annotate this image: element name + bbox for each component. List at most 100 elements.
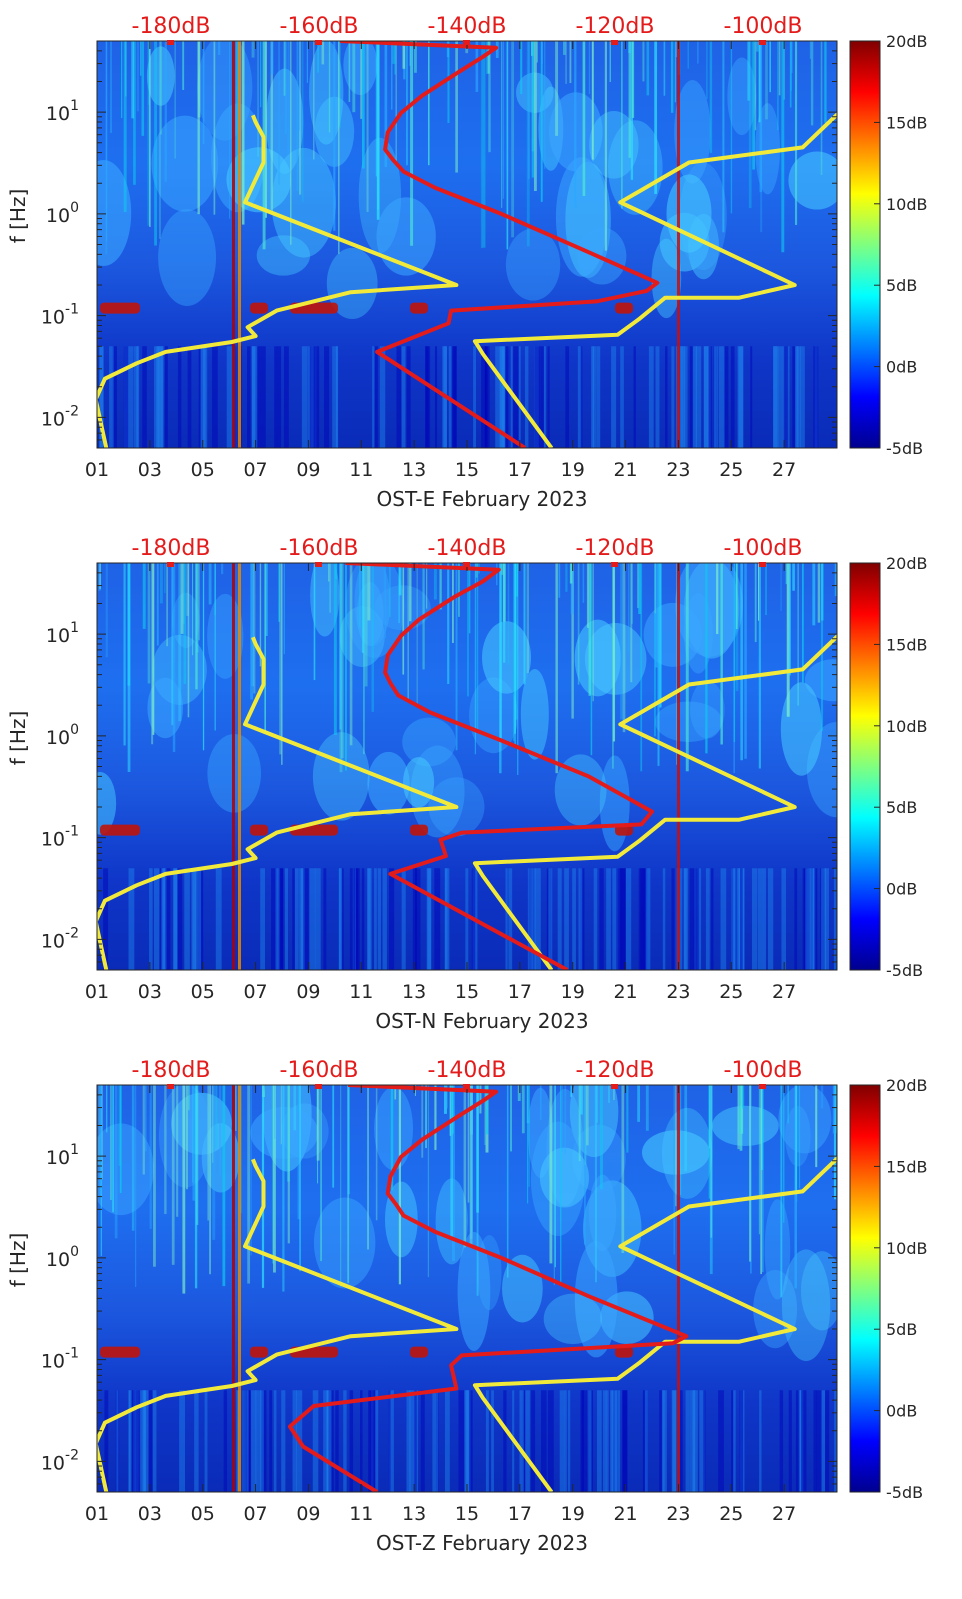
- heatmap-image: [97, 563, 837, 970]
- heatmap-streak: [209, 1085, 211, 1275]
- heatmap-streak: [278, 563, 281, 622]
- heatmap-streak: [382, 868, 387, 970]
- heatmap-streak: [151, 563, 154, 745]
- heatmap-streak: [283, 41, 286, 96]
- heatmap-streak: [813, 346, 819, 448]
- heatmap-streak: [662, 868, 666, 970]
- heatmap-streak: [406, 346, 411, 448]
- heatmap-streak: [590, 563, 593, 756]
- heatmap-streak: [183, 563, 187, 685]
- heatmap-streak: [455, 563, 458, 751]
- heatmap-streak: [446, 1085, 449, 1109]
- heatmap-streak: [737, 1085, 741, 1134]
- series-line-1: [97, 1158, 459, 1492]
- heatmap-streak: [608, 1085, 610, 1103]
- heatmap-streak: [299, 1085, 301, 1272]
- heatmap-transient-line: [677, 41, 680, 448]
- x-tick-label: 07: [243, 459, 267, 481]
- heatmap-streak: [622, 563, 626, 733]
- heatmap-streak: [648, 346, 654, 448]
- heatmap-streak: [112, 1085, 114, 1213]
- heatmap-streak: [406, 41, 408, 166]
- heatmap-streak: [479, 1085, 482, 1114]
- heatmap-streak: [98, 563, 101, 591]
- heatmap-streak: [144, 1085, 147, 1152]
- heatmap-streak: [262, 1085, 265, 1098]
- heatmap-streak: [781, 346, 786, 448]
- heatmap-streak: [153, 346, 160, 448]
- heatmap-streak: [412, 868, 418, 970]
- heatmap-streak: [384, 41, 388, 168]
- y-tick-label: 10-2: [41, 1447, 79, 1474]
- heatmap-streak: [621, 868, 626, 970]
- heatmap-streak: [582, 563, 585, 603]
- heatmap-streak: [349, 1390, 354, 1492]
- heatmap-streak: [218, 41, 221, 56]
- heatmap-streak: [178, 563, 182, 722]
- heatmap-streak: [788, 1390, 792, 1492]
- heatmap-streak: [247, 1085, 251, 1284]
- heatmap-blob: [753, 1269, 798, 1349]
- heatmap-streak: [612, 563, 616, 742]
- heatmap-streak: [754, 563, 757, 643]
- colorbar-label: -5dB: [886, 1483, 923, 1502]
- heatmap-streak: [586, 1085, 589, 1146]
- heatmap-streak: [514, 563, 516, 734]
- panel-1: 01 03 05 07 09 11 13 15 17 19 21 23 25 27 10-2 10-1 100 1…: [6, 14, 928, 511]
- heatmap-streak: [706, 41, 708, 99]
- heatmap-streak: [250, 1085, 252, 1256]
- heatmap-streak: [528, 1085, 530, 1187]
- heatmap-streak: [609, 41, 611, 83]
- heatmap-streak: [338, 41, 340, 254]
- heatmap-hotspot: [410, 824, 428, 836]
- heatmap-streak: [194, 1390, 199, 1492]
- heatmap-streak: [354, 868, 359, 970]
- heatmap-streak: [272, 1085, 275, 1264]
- heatmap-streak: [259, 563, 262, 667]
- heatmap-streak: [737, 346, 744, 448]
- heatmap-streak: [812, 563, 816, 626]
- heatmap-streak: [320, 1085, 322, 1262]
- heatmap-streak: [230, 346, 234, 448]
- heatmap-streak: [173, 868, 178, 970]
- heatmap-streak: [679, 1390, 683, 1492]
- heatmap-streak: [834, 563, 837, 597]
- heatmap-streak: [251, 346, 258, 448]
- heatmap-streak: [621, 1085, 625, 1253]
- heatmap-streak: [502, 41, 505, 199]
- heatmap-streak: [159, 563, 163, 604]
- heatmap-streak: [709, 1085, 713, 1275]
- heatmap-streak: [630, 563, 633, 683]
- heatmap-streak: [186, 1085, 188, 1190]
- heatmap-streak: [810, 41, 814, 126]
- heatmap-streak: [359, 563, 361, 628]
- heatmap-streak: [328, 41, 331, 133]
- heatmap-streak: [820, 1085, 824, 1109]
- heatmap-streak: [204, 1390, 208, 1492]
- heatmap-streak: [747, 41, 751, 101]
- heatmap-streak: [396, 346, 402, 448]
- heatmap-streak: [292, 868, 295, 970]
- heatmap-streak: [391, 41, 393, 110]
- heatmap-streak: [182, 1085, 186, 1294]
- heatmap-streak: [261, 1390, 267, 1492]
- heatmap-streak: [468, 563, 471, 634]
- heatmap-streak: [799, 1085, 801, 1189]
- heatmap-streak: [731, 1390, 734, 1492]
- heatmap-streak: [506, 1085, 509, 1278]
- heatmap-streak: [665, 346, 668, 448]
- heatmap-streak: [464, 1390, 468, 1492]
- heatmap-streak: [140, 41, 142, 76]
- heatmap-streak: [99, 1085, 102, 1196]
- heatmap-streak: [642, 1390, 648, 1492]
- heatmap-image: [97, 1085, 837, 1492]
- top-db-label: -140dB: [428, 14, 507, 39]
- top-db-label: -180dB: [132, 1058, 211, 1083]
- heatmap-streak: [395, 41, 397, 165]
- heatmap-streak: [375, 41, 377, 177]
- heatmap-streak: [621, 1390, 628, 1492]
- heatmap-streak: [287, 41, 290, 153]
- heatmap-streak: [654, 41, 658, 194]
- heatmap-streak: [642, 41, 645, 82]
- heatmap-streak: [451, 346, 457, 448]
